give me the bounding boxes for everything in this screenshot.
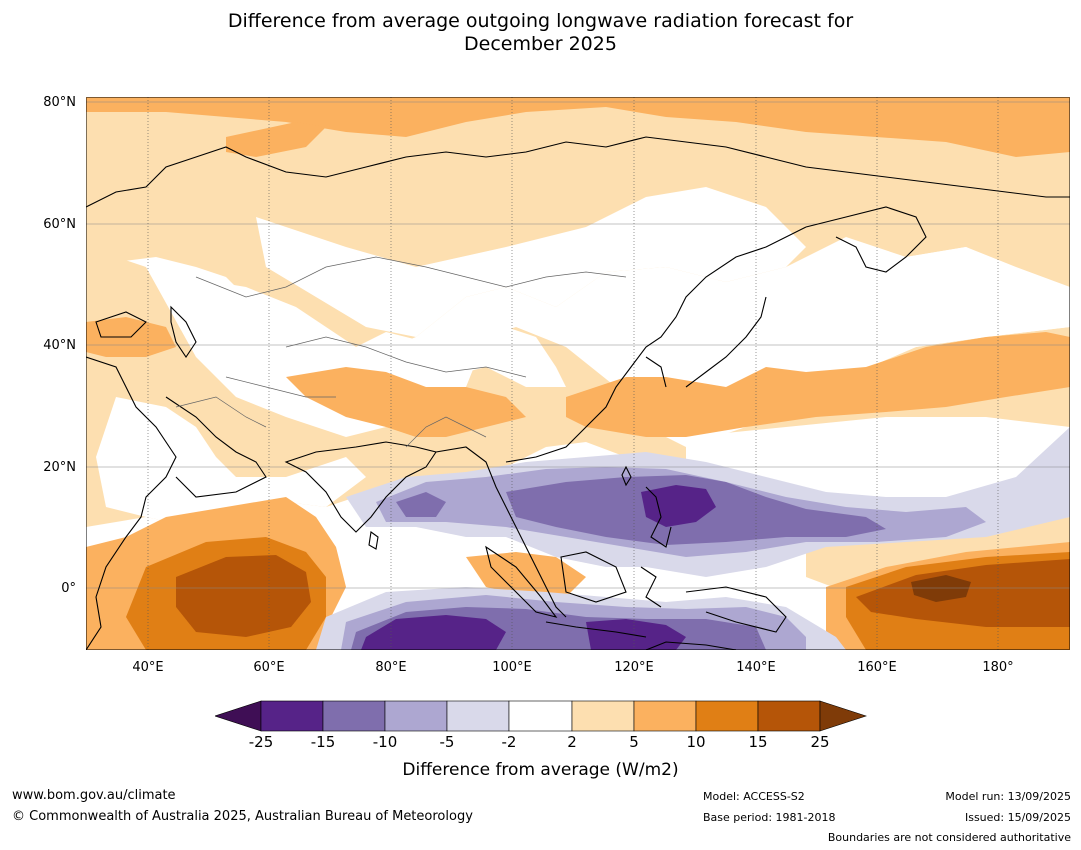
colorbar-bin-3 bbox=[384, 700, 448, 732]
colorbar-tick-1: -15 bbox=[310, 733, 336, 751]
colorbar-extend-low bbox=[215, 700, 262, 732]
footer-base-period: Base period: 1981-2018 bbox=[703, 811, 836, 824]
anomaly-region-orange-china bbox=[566, 332, 1070, 437]
colorbar-bin-4 bbox=[446, 700, 510, 732]
anomaly-region-orange-himalaya bbox=[286, 367, 526, 437]
anomaly-region-light-orange-west bbox=[86, 247, 1070, 527]
coastline-sumatra bbox=[485, 545, 558, 618]
anomaly-region-deep-purple-timor bbox=[586, 619, 686, 650]
title-line-2: December 2025 bbox=[464, 33, 617, 55]
anomaly-region-deep-purple-philippines bbox=[641, 485, 716, 527]
colorbar-tick-5: 2 bbox=[567, 733, 577, 751]
lat-label-40n: 40°N bbox=[43, 338, 76, 353]
colorbar-bin-6 bbox=[571, 700, 635, 732]
map-panel bbox=[86, 97, 1070, 650]
anomaly-region-near-zero-pacific-north bbox=[746, 237, 1070, 397]
colorbar-bin-2 bbox=[322, 700, 386, 732]
title-line-1: Difference from average outgoing longwav… bbox=[227, 10, 854, 32]
colorbar-extend-high bbox=[819, 700, 867, 732]
coastline-borneo bbox=[560, 551, 627, 603]
footer-issued: Issued: 15/09/2025 bbox=[964, 811, 1071, 824]
lat-label-20n: 20°N bbox=[43, 460, 76, 475]
coastline-arabia-africa bbox=[86, 356, 177, 650]
colorbar-tick-3: -5 bbox=[439, 733, 455, 751]
lon-label-100e: 100°E bbox=[492, 660, 532, 675]
colorbar-bin-8 bbox=[695, 700, 759, 732]
footer-model-run: Model run: 13/09/2025 bbox=[945, 790, 1071, 803]
colorbar-tick-4: -2 bbox=[501, 733, 517, 751]
coastline-australia-north bbox=[645, 641, 737, 650]
colorbar-tick-8: 15 bbox=[748, 733, 768, 751]
map-frame bbox=[86, 97, 1070, 650]
footer-model: Model: ACCESS-S2 bbox=[703, 790, 805, 803]
coastline-caspian bbox=[170, 305, 197, 358]
lon-label-140e: 140°E bbox=[736, 660, 776, 675]
lat-label-60n: 60°N bbox=[43, 217, 76, 232]
anomaly-region-deep-purple-indian-ocean bbox=[361, 615, 506, 650]
anomaly-region-deep-orange-indian-ocean bbox=[176, 555, 311, 637]
footer-boundaries-note: Boundaries are not considered authoritat… bbox=[827, 831, 1071, 844]
lon-label-120e: 120°E bbox=[614, 660, 654, 675]
colorbar-tick-6: 5 bbox=[629, 733, 639, 751]
coastline-korea-japan bbox=[645, 296, 767, 388]
lat-label-80n: 80°N bbox=[43, 95, 76, 110]
anomaly-region-extreme-orange-pacific bbox=[911, 575, 971, 602]
lon-label-160e: 160°E bbox=[857, 660, 897, 675]
lon-label-80e: 80°E bbox=[375, 660, 407, 675]
coastline-china-east bbox=[505, 226, 807, 463]
colorbar-tick-7: 10 bbox=[686, 733, 706, 751]
coastline-java bbox=[545, 621, 647, 638]
colorbar-tick-0: -25 bbox=[248, 733, 274, 751]
coastline-kamchatka bbox=[805, 206, 927, 273]
coastlines bbox=[86, 136, 1070, 650]
lat-label-equator: 0° bbox=[61, 581, 76, 596]
olr-anomaly-map bbox=[86, 97, 1070, 650]
coastline-sri-lanka bbox=[368, 531, 379, 550]
anomaly-region-purple-bay-bengal bbox=[396, 492, 446, 517]
country-boundaries bbox=[175, 256, 627, 448]
coastline-se-asia bbox=[435, 446, 567, 618]
anomaly-region-near-zero-mongolia bbox=[186, 277, 566, 387]
lon-label-180: 180° bbox=[982, 660, 1014, 675]
coastline-black-sea bbox=[95, 311, 147, 338]
colorbar-bin-7 bbox=[633, 700, 697, 732]
anomaly-region-orange-arctic bbox=[86, 97, 1070, 157]
anomaly-region-near-zero-arabia bbox=[96, 397, 366, 527]
map-title: Difference from average outgoing longwav… bbox=[0, 10, 1081, 56]
anomaly-region-orange-maritime bbox=[466, 552, 586, 597]
coastline-persian-gulf bbox=[165, 396, 267, 498]
coastline-india bbox=[284, 441, 437, 533]
colorbar-bin-5 bbox=[508, 700, 573, 732]
anomaly-region-orange-scandinavia bbox=[226, 122, 326, 157]
footer-url[interactable]: www.bom.gov.au/climate bbox=[12, 788, 176, 803]
anomaly-region-near-zero-siberia bbox=[256, 187, 806, 337]
colorbar-tick-2: -10 bbox=[372, 733, 398, 751]
colorbar-bin-9 bbox=[757, 700, 821, 732]
colorbar-bin-1 bbox=[260, 700, 324, 732]
colorbar-title: Difference from average (W/m2) bbox=[402, 760, 679, 780]
coastline-taiwan bbox=[621, 465, 632, 487]
lon-label-60e: 60°E bbox=[253, 660, 285, 675]
colorbar bbox=[215, 700, 867, 732]
footer-copyright: © Commonwealth of Australia 2025, Austra… bbox=[12, 809, 473, 824]
coastline-philippines bbox=[645, 486, 672, 548]
lon-label-40e: 40°E bbox=[132, 660, 164, 675]
colorbar-tick-9: 25 bbox=[810, 733, 830, 751]
coastline-sulawesi-ng bbox=[640, 566, 787, 633]
graticule bbox=[86, 101, 1070, 589]
coastline-europe-north bbox=[86, 136, 1070, 208]
